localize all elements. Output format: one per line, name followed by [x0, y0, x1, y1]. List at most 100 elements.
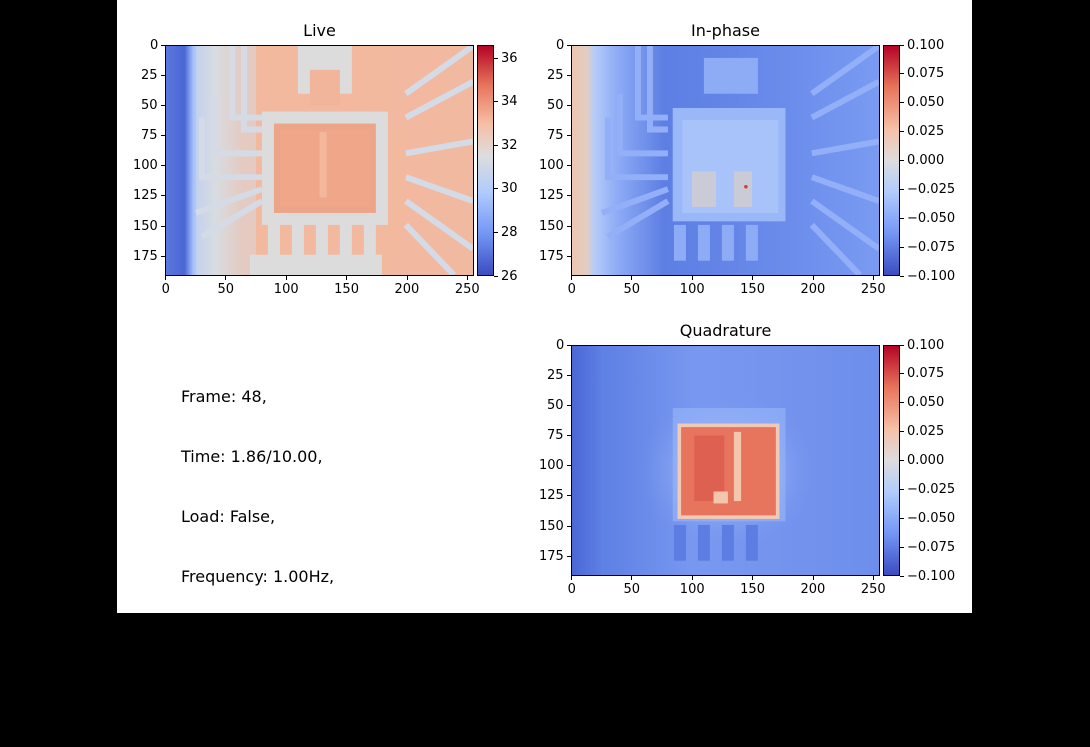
y-tick-mark	[161, 75, 165, 77]
colorbar-tick-label: −0.050	[907, 510, 956, 526]
y-tick-label: 75	[547, 428, 564, 444]
x-tick-label: 100	[273, 282, 299, 297]
colorbar-tick-label: −0.075	[907, 539, 956, 555]
x-tick-label: 150	[740, 282, 765, 297]
y-tick-mark	[567, 255, 571, 257]
colorbar-tick-mark	[900, 275, 904, 277]
x-tick-label: 150	[740, 582, 765, 597]
y-tick-mark	[567, 465, 571, 467]
in-phase-title: In-phase	[691, 21, 760, 40]
y-tick-label: 25	[547, 368, 564, 384]
colorbar-tick-mark	[900, 488, 904, 490]
y-tick-label: 50	[141, 98, 158, 114]
info-load: Load: False,	[181, 507, 276, 526]
colorbar-tick-label: −0.025	[907, 181, 956, 197]
y-tick-mark	[567, 195, 571, 197]
x-tick-label: 150	[334, 282, 359, 297]
y-tick-label: 100	[539, 458, 564, 474]
y-tick-mark	[161, 45, 165, 47]
colorbar-tick-label: 0.025	[907, 124, 945, 140]
y-tick-label: 0	[150, 38, 159, 54]
colorbar-tick-label: 0.075	[907, 366, 945, 382]
y-tick-label: 0	[556, 38, 565, 54]
y-tick-label: 100	[539, 158, 564, 174]
colorbar-tick-mark	[900, 373, 904, 375]
quadrature-title: Quadrature	[679, 321, 772, 340]
quadrature-heatmap	[572, 346, 879, 575]
x-tick-label: 250	[860, 582, 886, 597]
y-tick-label: 175	[133, 248, 158, 264]
colorbar-tick-mark	[900, 102, 904, 104]
info-frequency: Frequency: 1.00Hz,	[181, 567, 335, 586]
colorbar-tick-mark	[494, 101, 498, 103]
colorbar-tick-label: −0.025	[907, 481, 956, 497]
colorbar-tick-mark	[900, 546, 904, 548]
colorbar-tick-label: 0.100	[907, 337, 945, 353]
in-phase-heatmap	[572, 46, 879, 275]
y-tick-label: 50	[547, 98, 564, 114]
colorbar-tick-mark	[900, 402, 904, 404]
live-colorbar	[477, 45, 494, 276]
x-tick-mark	[872, 276, 874, 280]
colorbar-tick-label: −0.050	[907, 210, 956, 226]
x-tick-mark	[752, 576, 754, 580]
y-tick-label: 125	[539, 488, 564, 504]
colorbar-tick-label: 0.000	[907, 153, 945, 168]
x-tick-mark	[346, 276, 348, 280]
colorbar-tick-mark	[900, 217, 904, 219]
y-tick-label: 25	[141, 68, 158, 84]
colorbar-tick-mark	[900, 344, 904, 346]
colorbar-tick-mark	[494, 231, 498, 233]
y-tick-label: 125	[539, 188, 564, 204]
y-tick-label: 100	[133, 158, 158, 174]
colorbar-tick-mark	[900, 517, 904, 519]
live-axes	[165, 45, 474, 276]
x-tick-mark	[872, 576, 874, 580]
y-tick-mark	[161, 225, 165, 227]
colorbar-tick-label: 28	[501, 224, 518, 240]
y-tick-label: 0	[556, 338, 565, 354]
y-tick-mark	[567, 105, 571, 107]
colorbar-tick-mark	[900, 160, 904, 161]
quadrature-colorbar	[883, 345, 900, 576]
colorbar-tick-label: 32	[501, 137, 518, 153]
x-tick-mark	[691, 576, 693, 580]
y-tick-label: 125	[133, 188, 158, 204]
x-tick-label: 100	[679, 282, 705, 297]
x-tick-mark	[752, 276, 754, 280]
colorbar-tick-label: −0.100	[907, 568, 956, 584]
in-phase-axes	[571, 45, 880, 276]
y-tick-label: 150	[539, 218, 564, 234]
x-tick-mark	[225, 276, 227, 280]
quadrature-axes	[571, 345, 880, 576]
x-tick-label: 100	[679, 582, 705, 597]
x-tick-mark	[165, 276, 167, 280]
y-tick-mark	[567, 345, 571, 347]
colorbar-tick-mark	[900, 575, 904, 577]
y-tick-mark	[567, 405, 571, 407]
info-frame: Frame: 48,	[181, 387, 267, 406]
x-tick-label: 200	[800, 582, 826, 597]
x-tick-mark	[631, 576, 633, 580]
x-tick-mark	[285, 276, 287, 280]
y-tick-mark	[567, 495, 571, 497]
x-tick-label: 0	[567, 582, 576, 597]
x-tick-label: 200	[800, 282, 826, 297]
colorbar-tick-label: 34	[501, 94, 518, 110]
colorbar-tick-label: 0.100	[907, 37, 945, 53]
x-tick-label: 50	[623, 282, 640, 297]
live-title: Live	[303, 21, 336, 40]
x-tick-label: 50	[217, 282, 234, 297]
x-tick-label: 250	[860, 282, 886, 297]
colorbar-tick-label: −0.075	[907, 239, 956, 255]
colorbar-tick-label: 26	[501, 268, 518, 284]
colorbar-tick-mark	[900, 188, 904, 190]
info-integration-time: Integration Time: 10.00s	[181, 627, 379, 646]
y-tick-label: 25	[547, 68, 564, 84]
info-serial-port: Serial Port: /dev/ttyACM0	[181, 687, 382, 706]
colorbar-tick-mark	[494, 57, 498, 59]
colorbar-tick-mark	[900, 44, 904, 46]
y-tick-mark	[161, 165, 165, 167]
x-tick-mark	[571, 576, 573, 580]
live-heatmap	[166, 46, 473, 275]
